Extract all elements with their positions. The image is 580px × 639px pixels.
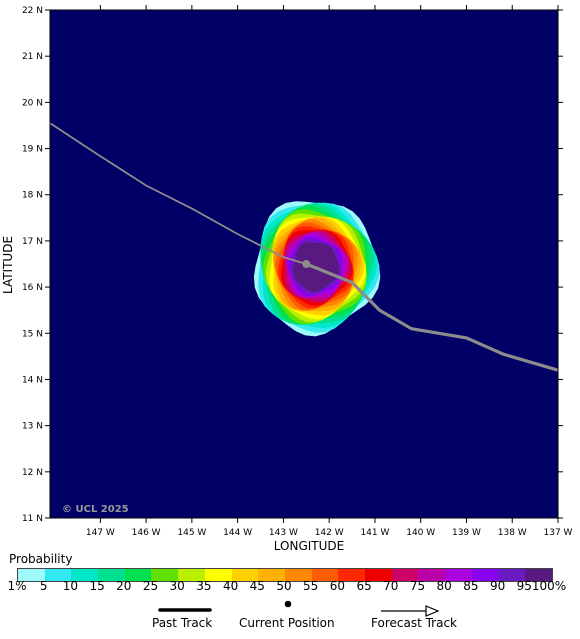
- y-axis-title: LATITUDE: [1, 236, 15, 294]
- longitude-tick-label: 146 W: [132, 528, 161, 538]
- latitude-tick-label: 12 N: [22, 468, 43, 478]
- probability-map: 22 N 21 N 20 N 19 N 18 N 17 N 16 N 15 N 14 N 13 N…: [1, 5, 573, 553]
- map-frame: [49, 9, 559, 519]
- legend-color-bar: [17, 568, 553, 582]
- legend-label: 55: [303, 579, 319, 593]
- legend-swatch: [364, 569, 392, 581]
- latitude-tick-label: 16 N: [22, 283, 43, 293]
- longitude-tick-label: 140 W: [406, 528, 435, 538]
- legend-label: 1%: [7, 579, 27, 593]
- legend-swatch: [445, 569, 472, 581]
- current-position-symbol: [284, 600, 292, 608]
- legend-swatch: [311, 569, 339, 581]
- legend-swatch: [471, 569, 499, 581]
- legend-label: 30: [169, 579, 185, 593]
- legend-label: 5: [39, 579, 48, 593]
- latitude-tick-label: 15 N: [22, 329, 43, 339]
- legend-swatch: [151, 569, 179, 581]
- legend-label: 95: [516, 579, 532, 593]
- legend-swatch: [204, 569, 232, 581]
- longitude-tick-label: 143 W: [269, 528, 298, 538]
- legend-swatch: [71, 569, 99, 581]
- longitude-tick-label: 139 W: [452, 528, 481, 538]
- legend-label: 80: [436, 579, 452, 593]
- latitude-tick-label: 14 N: [22, 375, 43, 385]
- longitude-tick-label: 138 W: [498, 528, 527, 538]
- longitude-tick-label: 142 W: [315, 528, 344, 538]
- longitude-tick-label: 137 W: [544, 528, 573, 538]
- legend-label: 45: [249, 579, 265, 593]
- longitude-tick-label: 147 W: [86, 528, 115, 538]
- legend-swatch: [231, 569, 259, 581]
- legend-labels: 1% 5 10 15 20 25 30 35 40 45 50 55 60 65 70 75 80 85 90 95 1…: [0, 579, 580, 593]
- latitude-tick-label: 18 N: [22, 191, 43, 201]
- legend-label: 35: [196, 579, 212, 593]
- legend-label: 75: [409, 579, 426, 593]
- legend-label: 40: [222, 579, 239, 593]
- storm-track: [49, 122, 559, 372]
- forecast-track-line: [305, 262, 559, 372]
- legend-label: 50: [276, 579, 292, 593]
- probability-field: [253, 201, 381, 337]
- legend-swatch: [498, 569, 526, 581]
- legend-swatch: [178, 569, 205, 581]
- current-position-label: Current Position: [239, 616, 335, 630]
- legend-label: 65: [356, 579, 372, 593]
- current-position-marker: [302, 260, 311, 268]
- legend-swatch: [18, 569, 45, 581]
- legend-label: 25: [142, 579, 159, 593]
- latitude-tick-label: 22 N: [22, 6, 43, 16]
- past-track-symbol: [158, 608, 212, 612]
- x-axis-title: LONGITUDE: [274, 539, 344, 553]
- legend-swatch: [124, 569, 152, 581]
- legend-swatch: [44, 569, 72, 581]
- latitude-tick-label: 11 N: [22, 514, 43, 524]
- latitude-tick-label: 19 N: [22, 145, 43, 155]
- legend-title: Probability: [9, 552, 73, 566]
- legend-label: 100%: [531, 579, 567, 593]
- legend-label: 90: [489, 579, 506, 593]
- past-track-label: Past Track: [152, 616, 213, 630]
- forecast-track-label: Forecast Track: [371, 616, 457, 630]
- longitude-tick-label: 145 W: [177, 528, 206, 538]
- latitude-tick-label: 13 N: [22, 422, 43, 432]
- legend-swatch: [338, 569, 365, 581]
- legend-label: 20: [116, 579, 132, 593]
- legend-swatch: [98, 569, 125, 581]
- legend-label: 10: [62, 579, 79, 593]
- latitude-tick-label: 20 N: [22, 98, 43, 108]
- latitude-tick-label: 21 N: [22, 52, 43, 62]
- legend-swatch: [525, 569, 552, 581]
- legend-swatch: [418, 569, 445, 581]
- legend-label: 85: [463, 579, 479, 593]
- latitude-tick-label: 17 N: [22, 237, 43, 247]
- longitude-tick-label: 141 W: [360, 528, 389, 538]
- forecast-track-arrow-icon: [381, 605, 440, 617]
- legend-label: 70: [383, 579, 399, 593]
- latitude-axis: 22 N 21 N 20 N 19 N 18 N 17 N 16 N 15 N 14 N 13 N…: [22, 6, 563, 524]
- legend-label: 15: [89, 579, 105, 593]
- legend-swatch: [391, 569, 419, 581]
- longitude-axis: 147 W 146 W 145 W 144 W 143 W 142 W 141 W 140 W…: [86, 5, 573, 538]
- legend-label: 60: [329, 579, 346, 593]
- longitude-tick-label: 144 W: [223, 528, 252, 538]
- legend-swatch: [284, 569, 312, 581]
- legend-swatch: [258, 569, 285, 581]
- copyright-text: © UCL 2025: [62, 504, 129, 515]
